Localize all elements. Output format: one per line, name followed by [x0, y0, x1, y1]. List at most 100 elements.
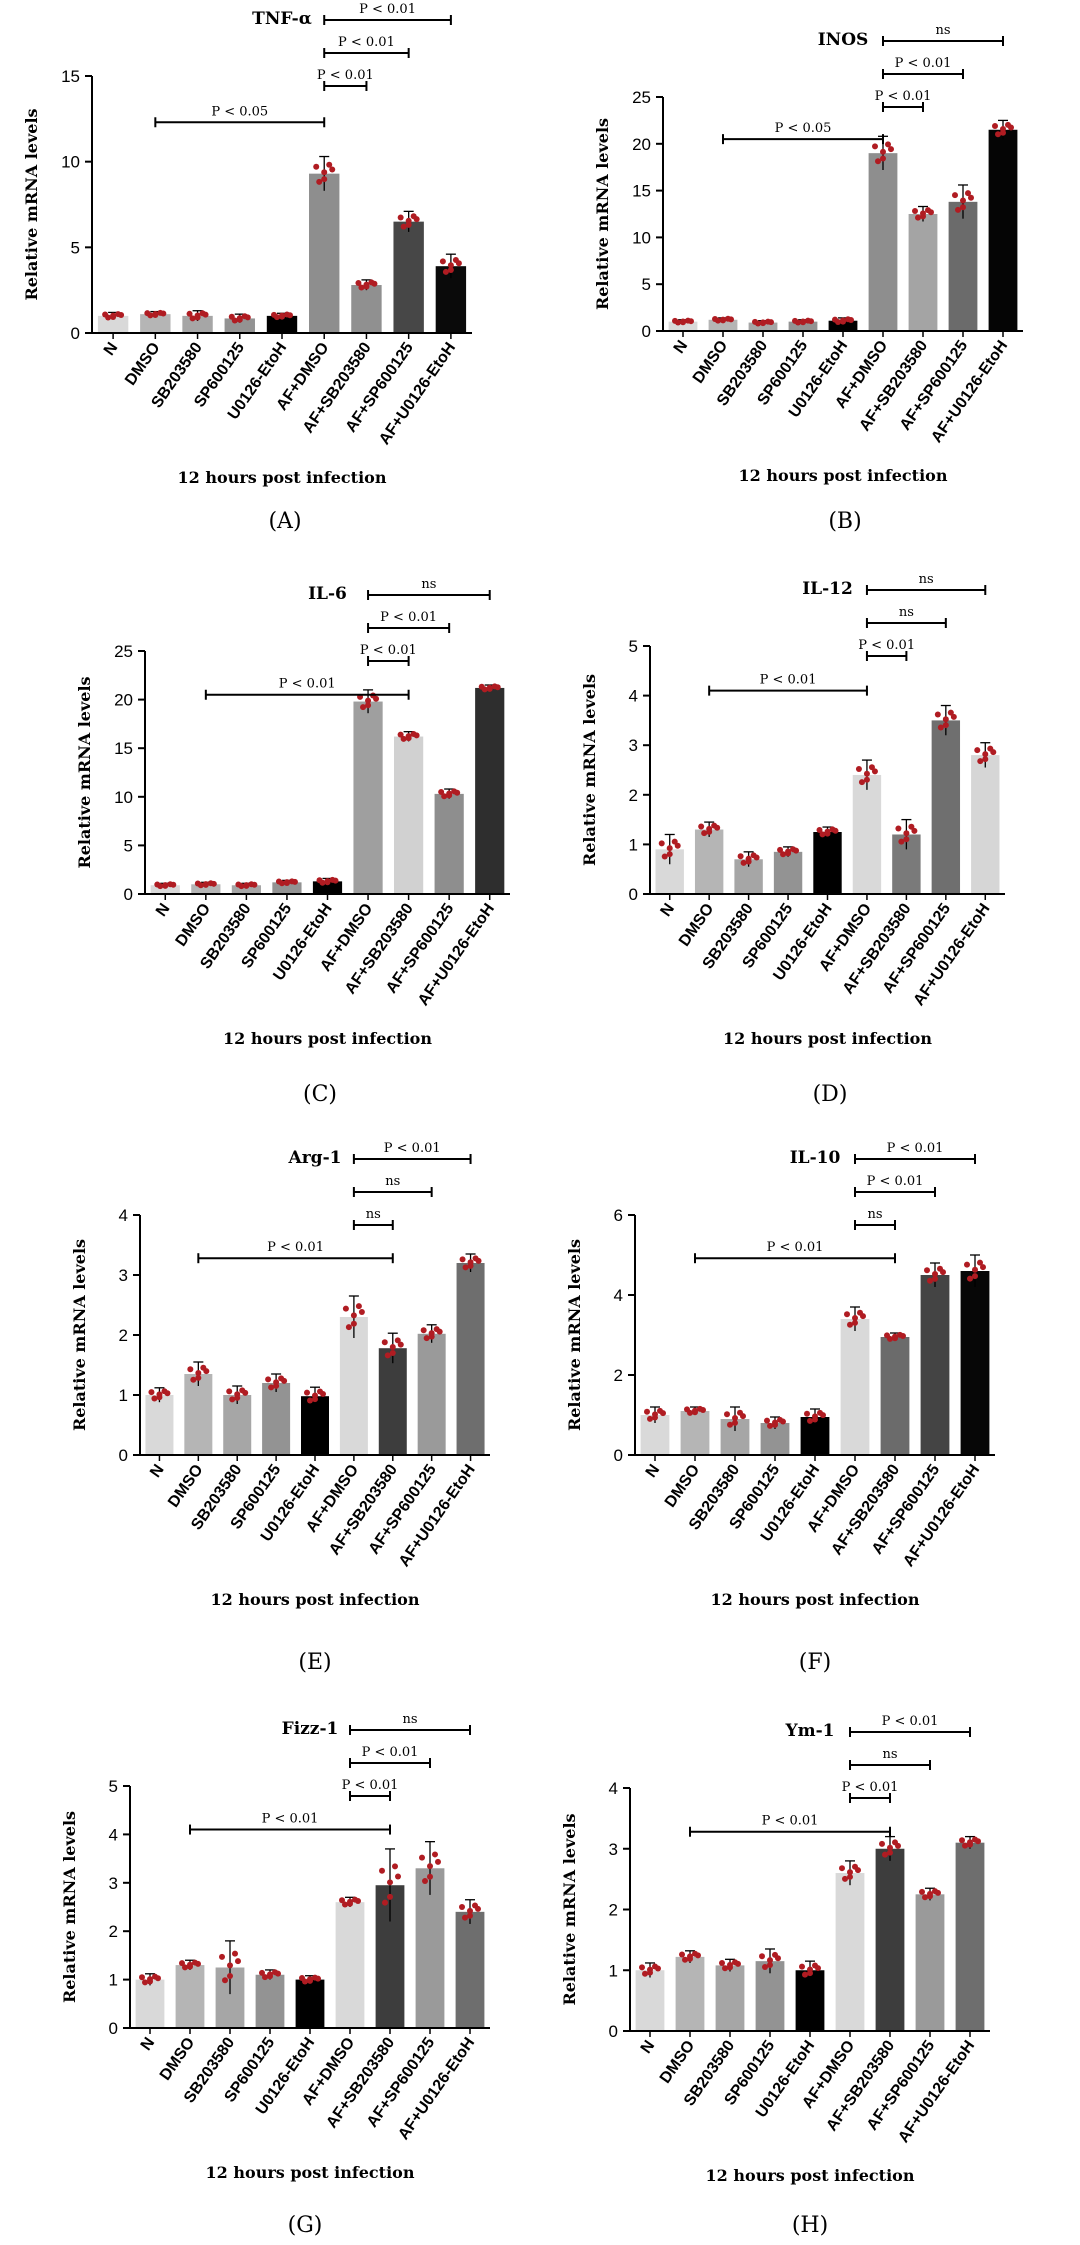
x-axis-label: 12 hours post infection	[723, 1029, 932, 1048]
data-point	[863, 770, 870, 777]
data-point	[472, 1902, 478, 1909]
data-point	[727, 1961, 733, 1968]
significance-label: P < 0.01	[875, 89, 932, 104]
panel-label: (E)	[298, 1650, 331, 1675]
data-point	[962, 1842, 968, 1849]
data-point	[389, 1350, 396, 1356]
chart-title: Arg-1	[288, 1148, 342, 1168]
significance-label: P < 0.05	[211, 104, 268, 119]
x-tick-label: AF+U0126-EtoH	[900, 1462, 983, 1570]
data-point	[241, 313, 248, 320]
significance-label: P < 0.01	[858, 638, 915, 653]
data-point	[675, 319, 681, 326]
y-tick-label: 4	[614, 1286, 623, 1305]
chart-panel: Arg-101234NDMSOSB203580SP600125U0126-Eto…	[70, 1141, 490, 1675]
data-point	[680, 318, 686, 325]
y-tick-label: 15	[61, 67, 80, 86]
bar	[97, 315, 129, 333]
data-point	[365, 702, 372, 709]
y-tick-label: 4	[609, 1779, 618, 1798]
x-axis-label: 12 hours post infection	[739, 466, 948, 485]
data-point	[732, 1959, 738, 1966]
data-point	[847, 1869, 853, 1876]
data-point	[319, 879, 326, 886]
panel-label: (B)	[828, 509, 861, 534]
bar	[694, 829, 724, 894]
bar	[262, 1383, 291, 1455]
chart-panel: Ym-101234NDMSOSB203580SP600125U0126-EtoH…	[560, 1714, 990, 2238]
data-point	[316, 178, 323, 185]
bar	[955, 1842, 985, 2031]
data-point	[685, 317, 691, 324]
bar	[708, 319, 738, 331]
significance-label: P < 0.01	[342, 1778, 399, 1793]
data-point	[486, 684, 493, 691]
significance-label: P < 0.01	[262, 1812, 319, 1827]
data-point	[880, 155, 886, 162]
bar	[150, 885, 180, 894]
bar	[880, 1337, 910, 1455]
chart-title: IL-6	[308, 584, 347, 604]
data-point	[698, 823, 705, 830]
data-point	[368, 279, 375, 286]
data-point	[658, 840, 665, 847]
data-point	[467, 1907, 473, 1914]
data-point	[239, 1387, 246, 1394]
data-point	[642, 1970, 648, 1977]
data-point	[400, 223, 407, 230]
data-point	[236, 315, 243, 322]
data-point	[226, 1388, 233, 1395]
x-tick-label: DMSO	[676, 901, 717, 950]
significance-label: P < 0.01	[867, 1174, 924, 1189]
bar	[417, 1333, 446, 1455]
data-point	[189, 315, 196, 322]
y-tick-label: 1	[609, 1961, 618, 1980]
data-point	[273, 1379, 280, 1386]
data-point	[427, 1873, 433, 1880]
data-point	[339, 1897, 345, 1904]
data-point	[326, 161, 333, 168]
significance-label: P < 0.01	[762, 1814, 819, 1829]
data-point	[725, 315, 731, 322]
bar	[813, 832, 842, 894]
bar	[475, 687, 505, 894]
data-point	[682, 1956, 688, 1963]
data-point	[671, 838, 678, 845]
data-point	[207, 880, 214, 887]
data-point	[195, 1374, 202, 1381]
bar	[231, 885, 261, 894]
significance-label: P < 0.01	[380, 610, 437, 625]
data-point	[674, 842, 681, 849]
x-tick-label: AF+U0126-EtoH	[395, 2035, 478, 2143]
significance-label: P < 0.01	[384, 1141, 441, 1156]
data-point	[840, 317, 846, 324]
data-point	[420, 1327, 427, 1334]
data-point	[272, 1969, 278, 1976]
data-point	[427, 1863, 433, 1870]
data-point	[755, 320, 761, 327]
data-point	[491, 683, 498, 690]
x-tick-label: N	[138, 2035, 159, 2054]
data-point	[780, 851, 787, 858]
significance-label: P < 0.01	[362, 1745, 419, 1760]
data-point	[317, 1388, 323, 1395]
data-point	[345, 1324, 352, 1331]
bar	[988, 129, 1018, 331]
bar	[272, 882, 302, 894]
y-tick-label: 0	[109, 2019, 118, 2038]
data-point	[927, 1890, 933, 1897]
data-point	[147, 1976, 153, 1983]
panel-label: (D)	[813, 1082, 848, 1107]
data-point	[737, 1409, 743, 1416]
bar	[434, 793, 464, 894]
data-point	[852, 1863, 858, 1870]
x-tick-label: DMSO	[662, 1462, 703, 1511]
bar	[852, 774, 882, 894]
data-point	[110, 312, 117, 319]
data-point	[772, 1951, 778, 1958]
significance-label: P < 0.01	[359, 2, 416, 17]
data-point	[652, 1411, 658, 1418]
data-point	[795, 319, 801, 326]
data-point	[229, 1396, 236, 1403]
